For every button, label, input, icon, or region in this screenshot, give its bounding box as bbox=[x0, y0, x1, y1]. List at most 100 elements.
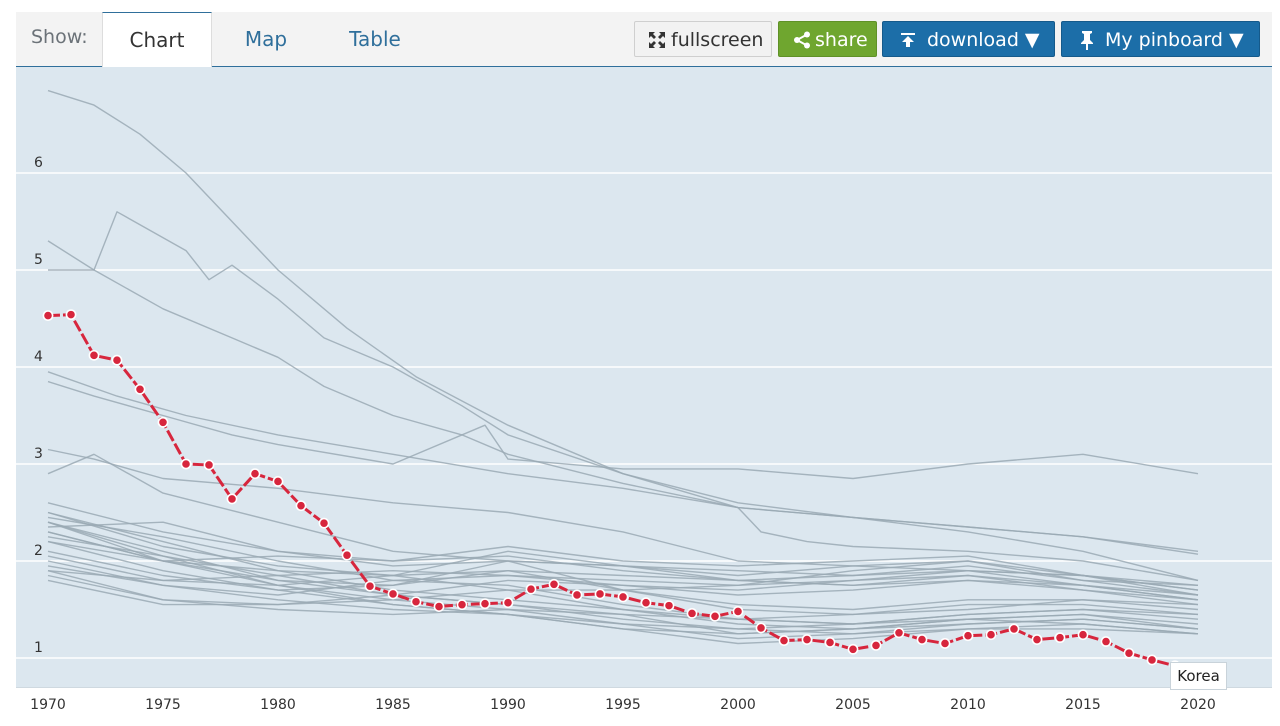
tab-table-label: Table bbox=[349, 27, 401, 51]
series-line bbox=[47, 511, 1199, 635]
korea-point bbox=[525, 583, 537, 595]
korea-point bbox=[824, 637, 836, 648]
series-line bbox=[47, 560, 1199, 630]
korea-point bbox=[249, 468, 261, 480]
y-tick-label: 4 bbox=[34, 349, 43, 365]
korea-point bbox=[548, 578, 560, 590]
korea-point bbox=[65, 309, 77, 321]
x-tick-label: 2010 bbox=[950, 697, 986, 713]
korea-point bbox=[916, 634, 928, 645]
series-line bbox=[47, 448, 1199, 586]
korea-point bbox=[640, 597, 652, 609]
series-line bbox=[47, 536, 1199, 635]
korea-point bbox=[801, 634, 813, 645]
x-tick-label: 2015 bbox=[1065, 697, 1101, 713]
korea-point bbox=[663, 600, 675, 612]
series-tooltip: Korea bbox=[1170, 662, 1227, 690]
korea-point bbox=[962, 630, 974, 642]
korea-point bbox=[180, 458, 192, 470]
x-axis-area bbox=[16, 687, 1272, 726]
korea-point bbox=[410, 596, 422, 608]
tab-map-label: Map bbox=[244, 27, 288, 51]
korea-point bbox=[985, 629, 997, 641]
korea-point bbox=[318, 517, 330, 529]
series-line bbox=[47, 240, 1199, 582]
korea-point bbox=[1146, 654, 1158, 666]
korea-point bbox=[594, 588, 606, 600]
korea-point bbox=[502, 597, 514, 609]
pin-icon bbox=[1081, 31, 1093, 50]
x-tick-label: 2000 bbox=[720, 697, 756, 713]
tab-table[interactable]: Table bbox=[320, 12, 430, 66]
x-tick-label: 1975 bbox=[145, 697, 181, 713]
share-button[interactable]: share bbox=[778, 21, 877, 57]
korea-point bbox=[203, 459, 215, 471]
x-tick-label: 1990 bbox=[490, 697, 526, 713]
share-icon bbox=[794, 31, 810, 49]
pinboard-button[interactable]: My pinboard ▼ bbox=[1061, 21, 1260, 57]
series-line bbox=[47, 380, 1199, 480]
series-line bbox=[47, 574, 1199, 620]
korea-point bbox=[732, 606, 744, 617]
korea-point bbox=[456, 599, 468, 611]
korea-point bbox=[134, 383, 146, 395]
series-line bbox=[47, 502, 1199, 596]
series-line bbox=[47, 540, 1199, 606]
korea-point bbox=[433, 601, 445, 612]
series-line bbox=[47, 550, 1199, 596]
x-tick-label: 1985 bbox=[375, 697, 411, 713]
series-line bbox=[47, 570, 1199, 601]
korea-point bbox=[1123, 647, 1135, 659]
x-axis-ticks: 1970 1975 1980 1985 1990 1995 2000 2005 2010 2015… bbox=[30, 697, 1216, 713]
y-tick-label: 3 bbox=[34, 446, 43, 462]
series-line bbox=[47, 560, 1199, 596]
pinboard-label: My pinboard ▼ bbox=[1105, 29, 1244, 51]
series-line bbox=[47, 453, 1199, 616]
fullscreen-button[interactable]: fullscreen bbox=[634, 21, 772, 57]
download-label: download ▼ bbox=[927, 29, 1040, 51]
korea-point bbox=[364, 580, 376, 592]
x-tick-label: 2005 bbox=[835, 697, 871, 713]
korea-point bbox=[479, 598, 491, 610]
korea-point bbox=[1054, 632, 1066, 644]
y-tick-label: 6 bbox=[34, 155, 43, 171]
y-tick-label: 2 bbox=[34, 543, 43, 559]
series-line bbox=[47, 521, 1199, 596]
korea-point bbox=[870, 639, 882, 651]
show-label: Show: bbox=[31, 26, 88, 48]
korea-point bbox=[226, 493, 238, 505]
x-tick-label: 1970 bbox=[30, 697, 66, 713]
background-series bbox=[47, 89, 1199, 645]
korea-point bbox=[88, 349, 100, 361]
korea-point bbox=[709, 610, 721, 622]
gridlines bbox=[16, 172, 1272, 659]
korea-point bbox=[1077, 629, 1089, 641]
x-tick-label: 2020 bbox=[1180, 697, 1216, 713]
tab-map[interactable]: Map bbox=[212, 12, 320, 66]
series-line bbox=[47, 531, 1199, 611]
korea-point bbox=[893, 627, 905, 639]
korea-point bbox=[272, 476, 284, 487]
korea-point bbox=[1031, 634, 1043, 645]
korea-point bbox=[686, 607, 698, 619]
korea-point bbox=[42, 310, 54, 321]
korea-point bbox=[157, 416, 169, 428]
korea-point bbox=[295, 500, 307, 512]
korea-point bbox=[571, 589, 583, 601]
tab-chart[interactable]: Chart bbox=[102, 12, 212, 67]
x-tick-label: 1995 bbox=[605, 697, 641, 713]
x-tick-label: 1980 bbox=[260, 697, 296, 713]
korea-point bbox=[778, 635, 790, 646]
share-label: share bbox=[815, 29, 868, 51]
y-tick-label: 1 bbox=[34, 640, 43, 656]
korea-point bbox=[939, 638, 951, 649]
download-button[interactable]: download ▼ bbox=[882, 21, 1055, 57]
korea-point bbox=[1008, 623, 1020, 635]
korea-point bbox=[1100, 636, 1112, 647]
highlight-series bbox=[42, 309, 1227, 682]
series-line bbox=[48, 211, 1199, 582]
series-line bbox=[47, 371, 1199, 555]
tab-chart-label: Chart bbox=[129, 28, 185, 52]
fullscreen-icon bbox=[649, 32, 665, 48]
